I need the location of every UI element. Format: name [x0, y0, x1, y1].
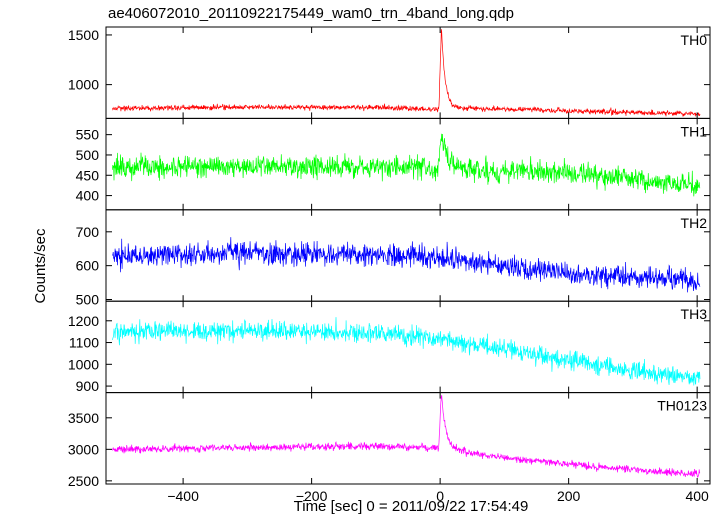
panel-frame: [105, 392, 711, 485]
y-tick-label: 450: [76, 167, 100, 183]
series-line-th0: [112, 29, 701, 117]
y-tick-label: 600: [76, 258, 100, 274]
y-tick-label: 400: [76, 188, 100, 204]
y-tick-label: 2500: [68, 473, 99, 489]
panel-label: TH3: [681, 306, 708, 322]
x-tick-label: 0: [436, 488, 444, 504]
y-tick-label: 1000: [68, 77, 99, 93]
y-tick-label: 550: [76, 127, 100, 143]
y-tick-label: 500: [76, 292, 100, 308]
panel-label: TH0123: [657, 398, 707, 414]
y-tick-label: 1200: [68, 313, 99, 329]
panels: 1000 1500 TH0 400 450 500 550 TH1 500 600 700 TH2 90…: [68, 26, 711, 504]
y-axis-label: Counts/sec: [32, 228, 49, 304]
x-tick-label: −400: [167, 488, 199, 504]
y-tick-label: 500: [76, 147, 100, 163]
y-tick-label: 1100: [69, 335, 99, 351]
panel-frame: [105, 26, 711, 119]
series-line-th3: [112, 317, 701, 386]
x-axis-label: Time [sec] 0 = 2011/09/22 17:54:49: [294, 498, 529, 515]
y-tick-label: 3000: [68, 441, 99, 457]
series-line-th0123: [112, 395, 701, 478]
panel-label: TH0: [681, 32, 708, 48]
x-tick-label: −200: [296, 488, 328, 504]
y-tick-label: 3500: [68, 410, 99, 426]
series-line-th1: [112, 133, 701, 197]
panel-label: TH2: [681, 215, 708, 231]
y-tick-label: 1500: [68, 27, 99, 43]
y-tick-label: 1000: [68, 356, 99, 372]
panel-label: TH1: [681, 123, 708, 139]
x-tick-label: 400: [685, 488, 709, 504]
panel-frame: [105, 117, 711, 211]
panel-frame: [105, 300, 711, 394]
chart-title: ae406072010_20110922175449_wam0_trn_4ban…: [108, 5, 514, 22]
y-tick-label: 700: [76, 224, 100, 240]
series-line-th2: [112, 237, 701, 293]
y-tick-label: 900: [76, 378, 100, 394]
x-tick-label: 200: [557, 488, 581, 504]
